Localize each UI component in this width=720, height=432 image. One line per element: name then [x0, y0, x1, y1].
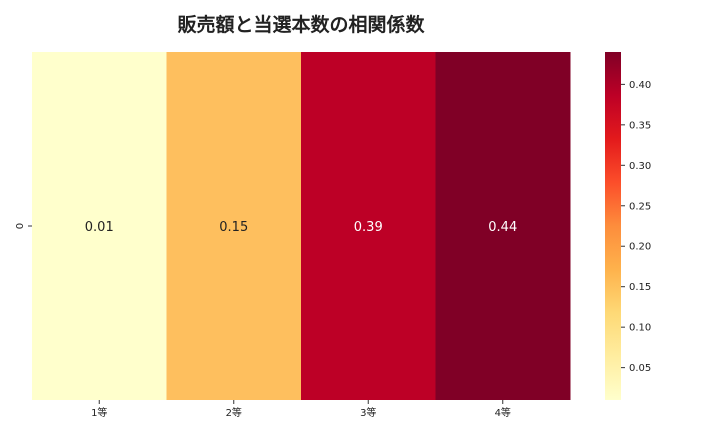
x-tick-label: 3等 — [360, 406, 376, 419]
heatmap-cell — [166, 52, 302, 400]
colorbar-tick-label: 0.05 — [629, 363, 651, 374]
cell-value-label: 0.39 — [354, 220, 383, 235]
colorbar-tick-label: 0.30 — [629, 161, 651, 172]
x-tick-label: 2等 — [226, 406, 242, 419]
y-tick-label: 0 — [15, 223, 26, 229]
heatmap-cell — [32, 52, 167, 400]
colorbar — [605, 52, 621, 400]
colorbar-tick-label: 0.25 — [629, 201, 651, 212]
heatmap-cell — [301, 52, 436, 400]
colorbar-tick-label: 0.35 — [629, 120, 651, 131]
x-tick-label: 1等 — [91, 406, 107, 419]
colorbar-tick-label: 0.10 — [629, 323, 651, 334]
x-tick-label: 4等 — [495, 406, 511, 419]
colorbar-tick-label: 0.20 — [629, 242, 651, 253]
cell-value-label: 0.15 — [219, 220, 248, 235]
cell-value-label: 0.44 — [488, 220, 517, 235]
cell-value-label: 0.01 — [85, 220, 114, 235]
heatmap-cell — [435, 52, 571, 400]
colorbar-tick-label: 0.40 — [629, 80, 651, 91]
chart-title: 販売額と当選本数の相関係数 — [177, 14, 425, 36]
colorbar-tick-label: 0.15 — [629, 282, 651, 293]
